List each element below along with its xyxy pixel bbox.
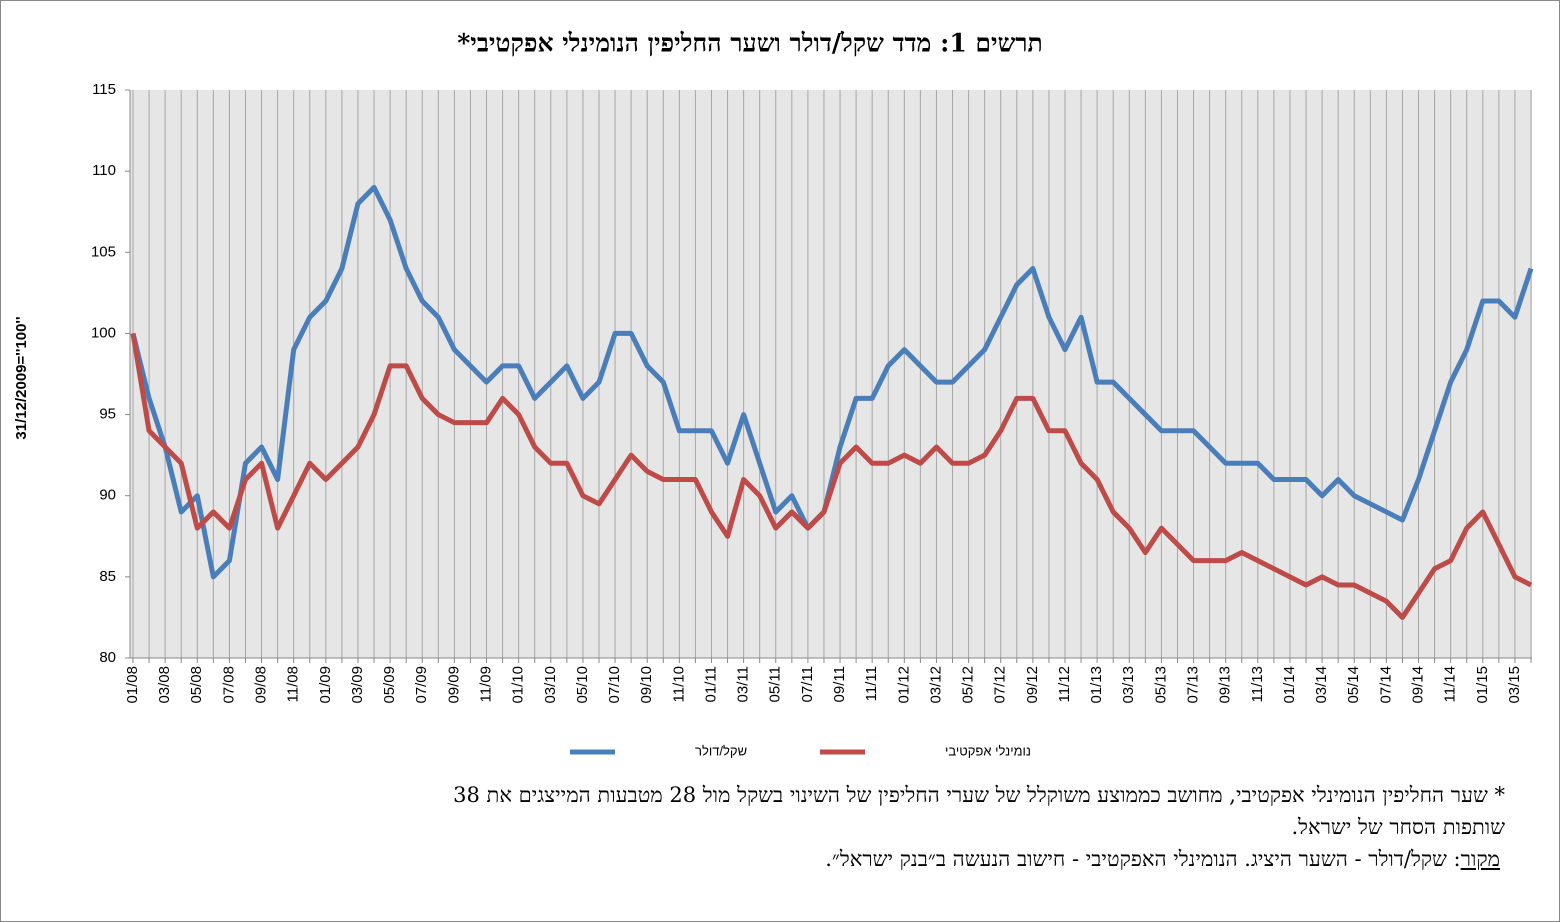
y-tick-label: 90 bbox=[99, 487, 116, 504]
x-tick-label: 03/13 bbox=[1120, 666, 1137, 704]
x-tick-label: 03/11 bbox=[735, 666, 752, 702]
y-tick-label: 105 bbox=[91, 243, 116, 260]
x-tick-label: 01/11 bbox=[702, 666, 719, 702]
x-tick-label: 05/08 bbox=[188, 666, 205, 704]
x-tick-label: 11/13 bbox=[1249, 666, 1266, 702]
x-tick-label: 11/08 bbox=[285, 666, 302, 702]
y-tick-label: 115 bbox=[92, 81, 116, 98]
x-tick-label: 07/14 bbox=[1377, 666, 1394, 704]
x-tick-label: 11/09 bbox=[477, 666, 494, 702]
x-tick-label: 05/12 bbox=[960, 666, 977, 704]
x-tick-label: 07/10 bbox=[606, 666, 623, 704]
source: מקור: שקל/דולר - השער היציג. הנומינלי הא… bbox=[825, 847, 1500, 872]
x-tick-label: 05/13 bbox=[1152, 666, 1169, 704]
source-label: מקור bbox=[1460, 847, 1500, 871]
series-line bbox=[130, 333, 1533, 620]
x-tick-label: 05/11 bbox=[767, 666, 784, 702]
x-tick-label: 09/08 bbox=[253, 666, 270, 704]
x-tick-label: 11/10 bbox=[670, 666, 687, 702]
x-tick-label: 07/12 bbox=[992, 666, 1009, 704]
x-tick-label: 09/11 bbox=[831, 666, 848, 702]
x-tick-label: 09/14 bbox=[1409, 666, 1426, 704]
x-tick-label: 11/11 bbox=[863, 666, 880, 701]
x-tick-label: 05/09 bbox=[381, 666, 398, 704]
x-tick-label: 03/15 bbox=[1506, 666, 1523, 704]
x-tick-label: 07/13 bbox=[1185, 666, 1202, 704]
source-text: : שקל/דולר - השער היציג. הנומינלי האפקטי… bbox=[825, 847, 1461, 871]
x-tick-label: 09/09 bbox=[445, 666, 462, 704]
y-tick-label: 100 bbox=[91, 324, 116, 341]
x-tick-label: 09/13 bbox=[1217, 666, 1234, 704]
x-tick-label: 01/12 bbox=[895, 666, 912, 704]
x-tick-label: 01/08 bbox=[124, 666, 141, 704]
x-tick-label: 01/10 bbox=[510, 666, 527, 704]
legend-label: נומינלי אפקטיבי bbox=[945, 743, 1031, 758]
y-tick-label: 80 bbox=[99, 649, 116, 666]
x-tick-label: 09/12 bbox=[1024, 666, 1041, 704]
y-tick-label: 85 bbox=[99, 568, 116, 585]
x-tick-label: 03/09 bbox=[349, 666, 366, 704]
y-axis-label: 31/12/2009=''100'' bbox=[13, 316, 30, 439]
x-tick-label: 11/14 bbox=[1442, 666, 1459, 702]
x-tick-label: 01/14 bbox=[1281, 666, 1298, 704]
plot-area bbox=[130, 90, 1532, 658]
x-tick-label: 01/15 bbox=[1474, 666, 1491, 704]
series-line bbox=[130, 184, 1534, 580]
legend-label: שקל/דולר bbox=[695, 743, 747, 758]
chart-title: תרשים 1: מדד שקל/דולר ושער החליפין הנומי… bbox=[457, 29, 1043, 58]
footnote: שותפות הסחר של ישראל. bbox=[1291, 815, 1505, 839]
x-tick-label: 07/08 bbox=[220, 666, 237, 704]
x-tick-label: 03/10 bbox=[542, 666, 559, 704]
x-tick-label: 07/11 bbox=[799, 666, 816, 702]
y-tick-label: 95 bbox=[99, 406, 116, 423]
chart: תרשים 1: מדד שקל/דולר ושער החליפין הנומי… bbox=[13, 29, 1534, 758]
x-tick-label: 09/10 bbox=[638, 666, 655, 704]
x-tick-label: 05/14 bbox=[1345, 666, 1362, 704]
y-tick-label: 110 bbox=[92, 162, 116, 179]
footnote: * שער החליפין הנומינלי אפקטיבי, מחושב כמ… bbox=[453, 783, 1505, 807]
x-tick-label: 05/10 bbox=[574, 666, 591, 704]
x-tick-label: 01/09 bbox=[317, 666, 334, 704]
x-tick-label: 01/13 bbox=[1088, 666, 1105, 704]
x-tick-label: 07/09 bbox=[413, 666, 430, 704]
x-tick-label: 03/12 bbox=[927, 666, 944, 704]
x-tick-label: 03/14 bbox=[1313, 666, 1330, 704]
x-tick-label: 03/08 bbox=[156, 666, 173, 704]
x-tick-label: 11/12 bbox=[1056, 666, 1073, 702]
